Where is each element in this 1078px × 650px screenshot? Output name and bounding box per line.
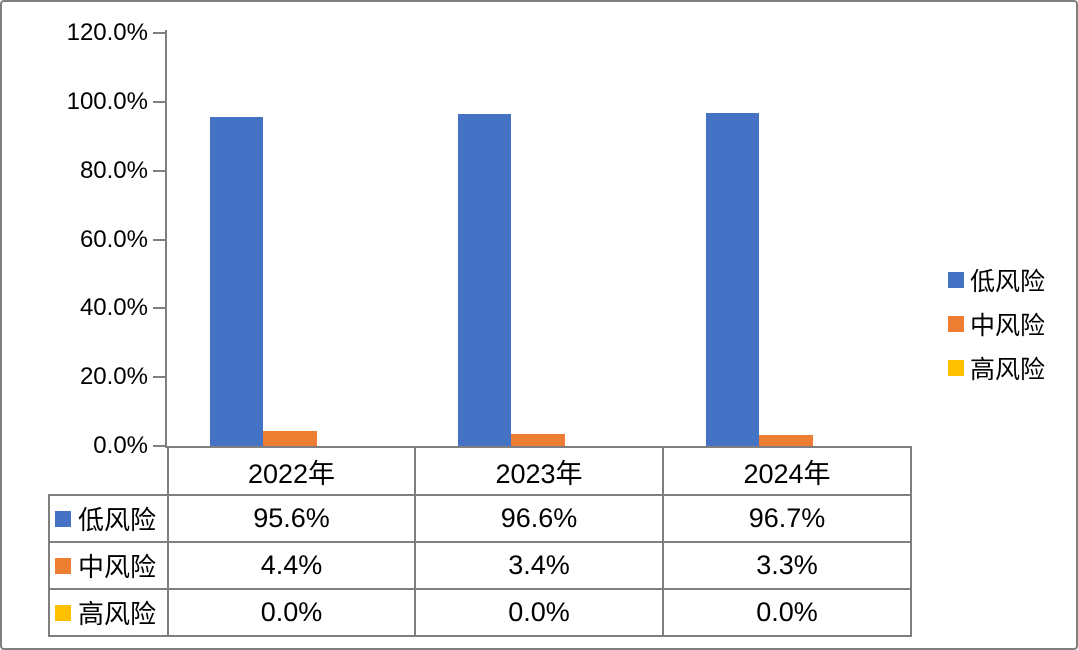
bar-low-risk-2022 (210, 116, 264, 446)
table-row-low-risk: 低风险 95.6% 96.6% 96.7% (48, 494, 912, 543)
legend-item-label: 低风险 (970, 269, 1046, 296)
series-label: 低风险 (78, 506, 157, 535)
y-axis-line (165, 30, 167, 448)
table-row-high-risk: 高风险 0.0% 0.0% 0.0% (48, 588, 912, 637)
series-label: 高风险 (78, 600, 157, 629)
bar-mid-risk-2023 (511, 434, 565, 446)
y-axis-tick (153, 376, 165, 379)
y-axis-label: 60.0% (79, 225, 148, 253)
y-axis-label: 20.0% (79, 363, 148, 391)
legend-swatch-icon (948, 272, 964, 288)
y-axis-tick (153, 307, 165, 310)
y-axis-label: 40.0% (79, 294, 148, 322)
legend-key-icon (55, 557, 71, 574)
table-series-label-cell: 低风险 (48, 494, 169, 543)
table-value-cell: 96.6% (414, 494, 664, 543)
table-value-cell: 3.3% (662, 541, 912, 590)
legend-swatch-icon (948, 316, 964, 332)
table-header-year: 2022年 (167, 446, 416, 496)
bar-mid-risk-2024 (759, 434, 813, 446)
legend-item: 中风险 (948, 308, 1045, 340)
legend-item: 低风险 (948, 264, 1045, 296)
legend-item: 高风险 (948, 352, 1045, 384)
y-axis-tick (153, 238, 165, 241)
table-value-cell: 4.4% (167, 541, 416, 590)
bar-low-risk-2023 (458, 113, 512, 446)
table-series-label-cell: 中风险 (48, 541, 169, 590)
table-value-cell: 0.0% (414, 588, 664, 637)
table-value-cell: 96.7% (662, 494, 912, 543)
legend: 低风险 中风险 高风险 (948, 264, 1045, 396)
table-header-year: 2024年 (662, 446, 912, 496)
y-axis-label: 0.0% (93, 432, 148, 459)
y-axis-tick (153, 445, 165, 447)
legend-item-label: 中风险 (970, 313, 1046, 340)
y-axis-label: 120.0% (66, 19, 148, 46)
table-row-mid-risk: 中风险 4.4% 3.4% 3.3% (48, 541, 912, 590)
y-axis-tick (153, 32, 165, 34)
table-value-cell: 95.6% (167, 494, 416, 543)
table-series-label-cell: 高风险 (48, 588, 169, 637)
bar-mid-risk-2022 (263, 430, 317, 446)
y-axis-label: 100.0% (66, 87, 148, 115)
series-label: 中风险 (78, 553, 157, 582)
table-value-cell: 0.0% (662, 588, 912, 637)
table-corner-blank (49, 447, 168, 495)
legend-swatch-icon (948, 360, 964, 376)
bar-low-risk-2024 (706, 113, 760, 446)
y-axis-tick (153, 169, 165, 172)
table-header-year: 2023年 (414, 446, 664, 496)
legend-item-label: 高风险 (970, 357, 1046, 384)
legend-key-icon (55, 510, 71, 527)
table-value-cell: 3.4% (414, 541, 664, 590)
y-axis-label: 80.0% (79, 156, 148, 184)
y-axis-tick (153, 100, 165, 103)
table-value-cell: 0.0% (167, 588, 416, 637)
data-table: 2022年 2023年 2024年低风险 95.6% 96.6% 96.7% 中风险 4.4%… (48, 446, 912, 637)
legend-key-icon (55, 604, 71, 621)
